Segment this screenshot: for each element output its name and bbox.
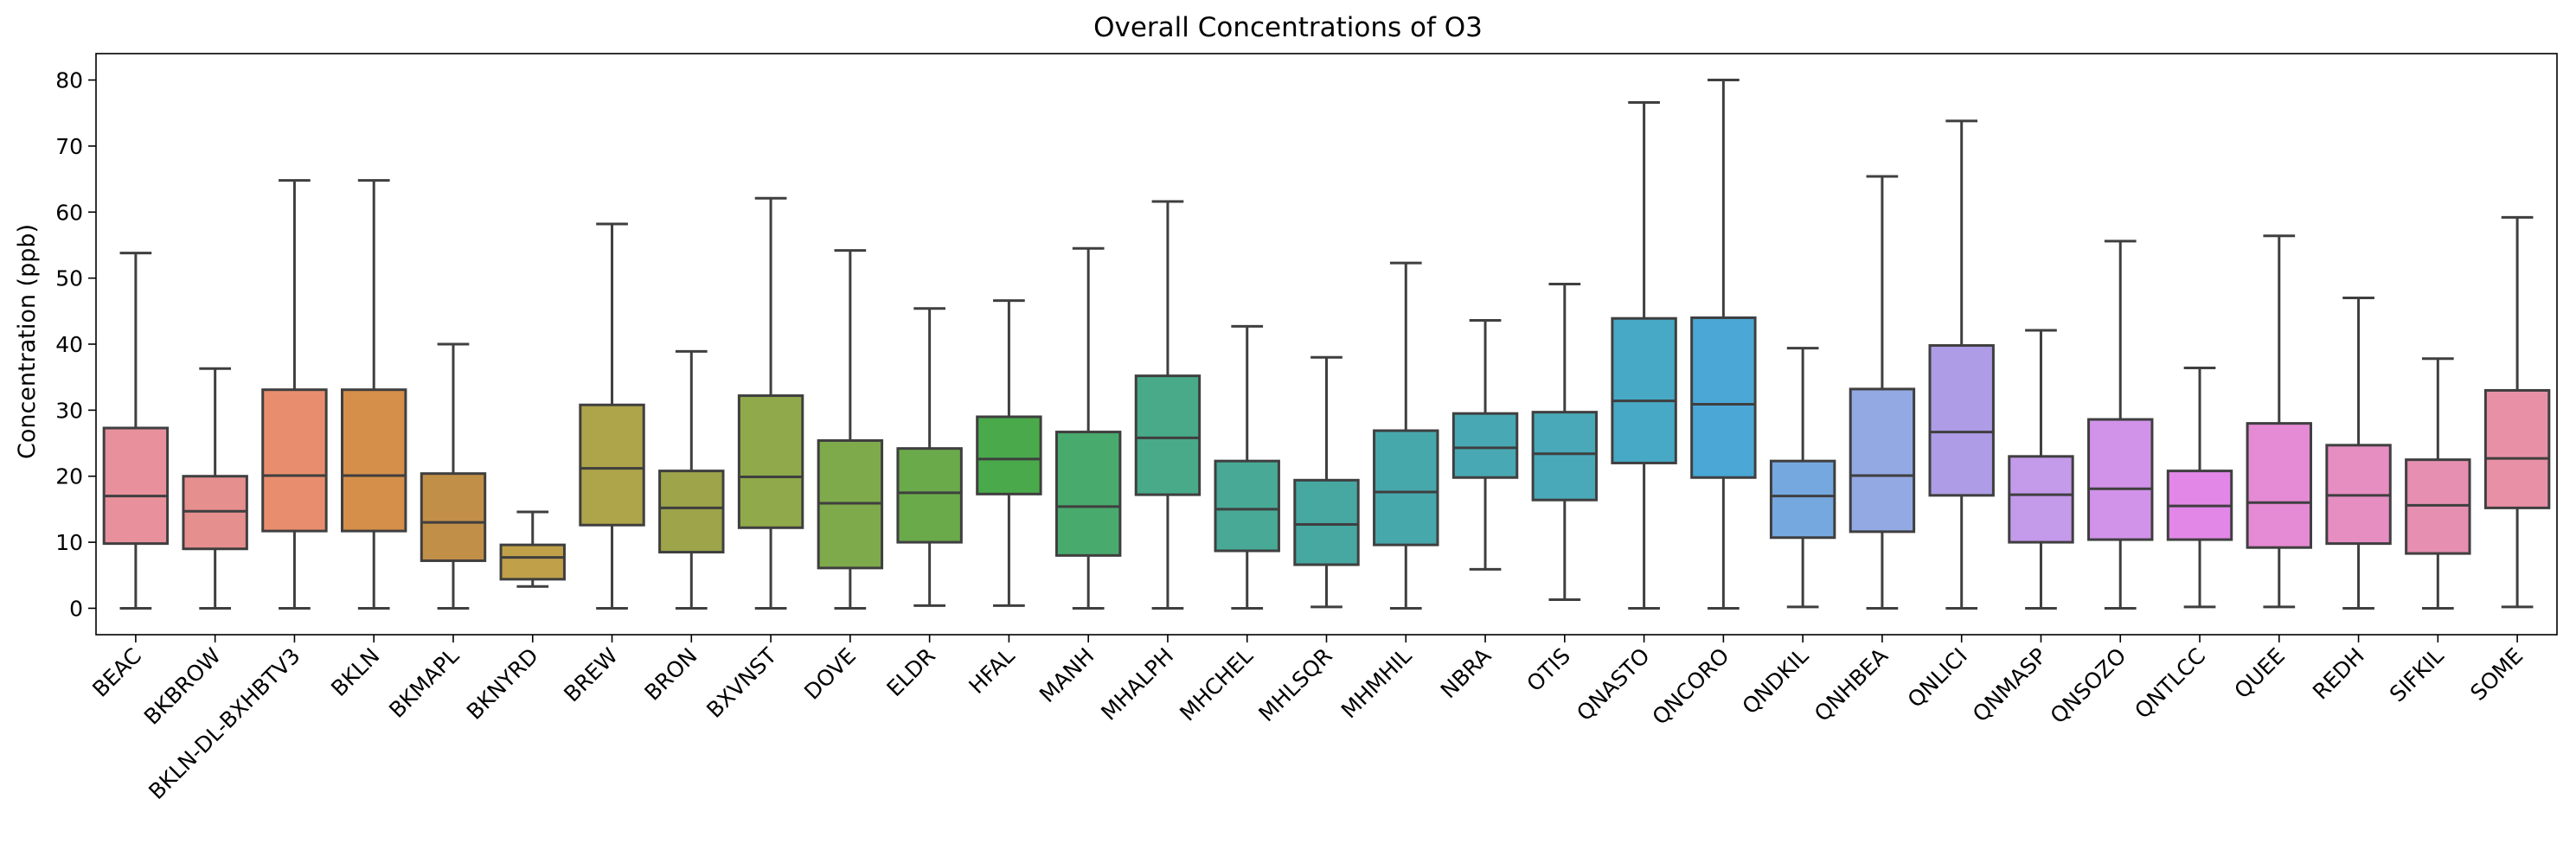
y-axis-label: Concentration (ppb) — [14, 224, 41, 459]
box-qnlici — [1928, 119, 1995, 610]
box-bron — [658, 349, 725, 610]
iqr-box — [1054, 431, 1122, 557]
iqr-box — [1214, 459, 1280, 553]
iqr-box — [1134, 374, 1201, 496]
iqr-box — [1611, 316, 1677, 464]
iqr-box — [102, 426, 170, 546]
box-hfal — [976, 299, 1042, 607]
box-qnasto — [1611, 101, 1677, 610]
box-eldr — [896, 307, 963, 607]
box-nbra — [1451, 319, 1519, 571]
y-tick-label: 50 — [55, 266, 83, 291]
box-mhchel — [1214, 324, 1280, 610]
iqr-box — [2087, 418, 2154, 541]
iqr-box — [1690, 316, 1757, 479]
iqr-box — [2008, 455, 2074, 544]
y-tick-label: 0 — [69, 596, 83, 621]
box-qnhbea — [1849, 175, 1916, 610]
plot-frame — [95, 53, 2558, 636]
box-qntlcc — [2166, 366, 2233, 609]
box-mhmhil — [1373, 261, 1439, 610]
iqr-box — [1531, 411, 1599, 502]
box-bknyrd — [499, 510, 566, 588]
box-qnmasp — [2008, 329, 2074, 610]
box-mhlsqr — [1293, 355, 1360, 609]
box-manh — [1054, 246, 1122, 610]
box-bkbrow — [182, 367, 248, 610]
box-quee — [2246, 234, 2312, 609]
iqr-box — [420, 472, 487, 562]
box-bkmapl — [420, 342, 487, 610]
y-tick-label: 40 — [55, 332, 83, 357]
y-tick-label: 80 — [55, 68, 83, 93]
iqr-box — [1373, 429, 1439, 546]
box-otis — [1531, 283, 1599, 602]
iqr-box — [976, 415, 1042, 495]
box-bkln-dl-bxhbtv3 — [261, 179, 328, 610]
box-beac — [102, 252, 170, 610]
box-brew — [579, 222, 645, 610]
box-qncoro — [1690, 79, 1757, 610]
iqr-box — [1293, 478, 1360, 566]
iqr-box — [261, 388, 328, 533]
y-tick-label: 70 — [55, 134, 83, 159]
box-dove — [817, 249, 884, 610]
iqr-box — [341, 388, 407, 533]
y-tick-label: 10 — [55, 530, 83, 555]
box-some — [2483, 215, 2551, 609]
iqr-box — [1769, 459, 1836, 540]
box-series — [102, 79, 2551, 610]
iqr-box — [182, 475, 248, 551]
y-axis-ticks: 0 10 20 30 40 50 60 70 80 — [55, 68, 96, 621]
iqr-box — [658, 470, 725, 554]
iqr-box — [1849, 387, 1916, 534]
box-bkln — [341, 179, 407, 610]
iqr-box — [1928, 344, 1995, 497]
iqr-box — [737, 394, 804, 529]
iqr-box — [2246, 422, 2312, 549]
y-tick-label: 20 — [55, 464, 83, 489]
y-tick-label: 60 — [55, 200, 83, 225]
iqr-box — [579, 403, 645, 527]
box-qndkil — [1769, 347, 1836, 609]
box-mhalph — [1134, 200, 1201, 610]
iqr-box — [499, 543, 566, 581]
y-tick-label: 30 — [55, 398, 83, 423]
chart-title: Overall Concentrations of O3 — [1093, 12, 1483, 43]
box-sifkil — [2405, 357, 2471, 610]
iqr-box — [896, 447, 963, 544]
iqr-box — [2483, 388, 2551, 509]
iqr-box — [1451, 412, 1519, 479]
box-redh — [2325, 297, 2392, 610]
iqr-box — [2405, 458, 2471, 555]
box-qnsozo — [2087, 240, 2154, 610]
box-bxvnst — [737, 196, 804, 610]
